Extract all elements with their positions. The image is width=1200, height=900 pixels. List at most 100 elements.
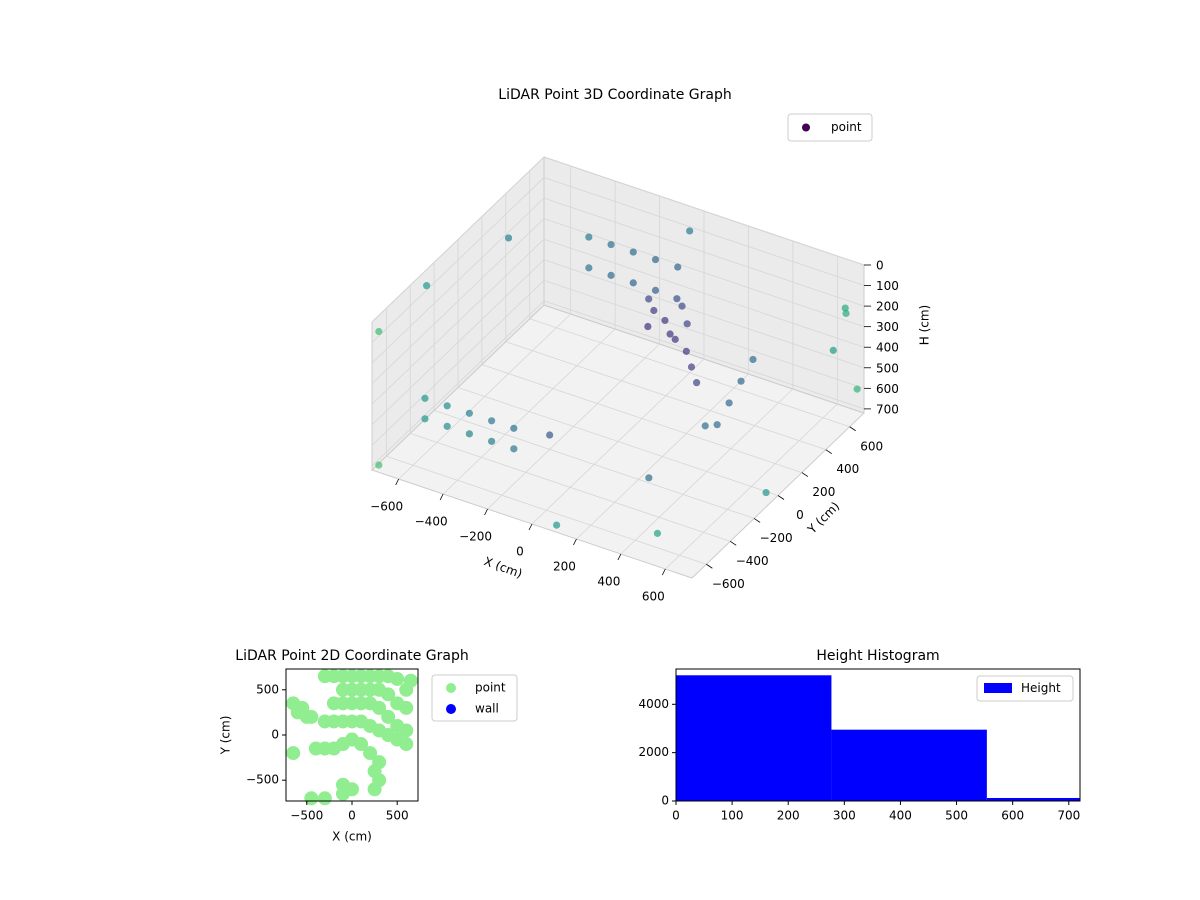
x-tick-label: −200: [459, 530, 492, 544]
grid-line: [386, 455, 707, 565]
point: [651, 255, 660, 264]
z-tick-label: 300: [876, 320, 899, 334]
y-axis-label: Y (cm): [219, 716, 233, 756]
point: [286, 746, 301, 761]
point: [372, 700, 387, 715]
x-tick-label: 500: [386, 809, 409, 823]
point: [399, 700, 414, 715]
bar: [986, 797, 1080, 801]
x-tick-label: 100: [721, 809, 744, 823]
point: [713, 421, 721, 429]
x-tick-label: 600: [1001, 809, 1024, 823]
legend-label: Height: [1021, 681, 1061, 695]
bar: [831, 729, 987, 801]
point: [304, 791, 319, 806]
point: [749, 355, 757, 364]
grid-line: [543, 259, 865, 369]
x-tick-label: 600: [642, 590, 665, 604]
point: [725, 399, 733, 407]
z-tick-label: 200: [876, 300, 899, 314]
x-tick-label: 0: [672, 809, 680, 823]
grid-line: [543, 177, 865, 286]
grid-line: [371, 238, 545, 405]
point: [317, 791, 332, 806]
y-tick-label: 400: [836, 462, 859, 476]
y-tick-label: 200: [812, 485, 835, 499]
grid-line: [543, 238, 865, 348]
point: [829, 346, 837, 354]
point: [682, 347, 690, 355]
grid-line: [543, 279, 865, 389]
point: [737, 377, 745, 385]
grid-line: [543, 300, 865, 410]
point: [375, 461, 383, 469]
y-tick-label: 2000: [638, 745, 669, 759]
y-axis-label: Y (cm): [804, 499, 842, 537]
legend-marker: [446, 683, 456, 693]
point: [381, 709, 396, 724]
chart-title: Height Histogram: [816, 648, 939, 664]
point: [645, 474, 653, 482]
grid-line: [371, 156, 545, 323]
chart-title: LiDAR Point 2D Coordinate Graph: [235, 648, 468, 664]
y-tick-label: 4000: [638, 697, 669, 711]
point: [443, 402, 451, 410]
point: [687, 363, 696, 371]
point: [304, 709, 319, 724]
x-tick-label: 200: [553, 560, 576, 574]
point: [423, 282, 431, 290]
x-tick-label: 0: [516, 545, 524, 559]
point: [653, 529, 662, 537]
legend-label: point: [475, 681, 506, 695]
point: [335, 777, 350, 792]
legend-label: point: [831, 120, 862, 134]
y-tick-label: 0: [796, 508, 804, 522]
bar: [676, 675, 832, 801]
x-tick-label: 300: [833, 809, 856, 823]
point: [671, 335, 679, 343]
tick-mark: [849, 426, 856, 432]
point: [842, 309, 850, 318]
point: [465, 409, 473, 417]
grid-line: [371, 259, 545, 426]
point: [553, 521, 561, 529]
point: [645, 295, 653, 303]
point: [650, 306, 658, 315]
x-tick-label: 700: [1057, 809, 1080, 823]
point: [510, 445, 518, 453]
tick-mark: [706, 563, 713, 569]
y-tick-label: −500: [246, 773, 279, 787]
point: [673, 295, 681, 303]
point: [488, 417, 496, 425]
grid-line: [505, 341, 826, 451]
point: [701, 422, 709, 430]
point: [421, 415, 429, 423]
x-tick-label: −400: [415, 515, 448, 529]
point: [629, 279, 637, 287]
x-tick-label: 400: [597, 575, 620, 589]
tick-mark: [777, 495, 785, 500]
point: [693, 379, 701, 387]
legend-marker: [446, 704, 456, 714]
y-tick-label: 600: [860, 439, 883, 453]
point: [421, 394, 429, 402]
grid-line: [371, 300, 545, 467]
x-tick-label: 500: [945, 809, 968, 823]
x-tick-label: 400: [889, 809, 912, 823]
tick-mark: [528, 523, 533, 531]
x-tick-label: 0: [348, 809, 356, 823]
legend-box: [787, 113, 873, 142]
z-tick-label: 400: [876, 341, 899, 355]
grid-line: [543, 156, 865, 266]
point: [585, 233, 593, 241]
grid-line: [433, 410, 755, 519]
point: [504, 234, 513, 242]
point: [381, 687, 396, 702]
z-tick-label: 700: [876, 402, 899, 416]
point: [686, 227, 694, 235]
grid-line: [481, 364, 803, 473]
point: [367, 782, 382, 797]
grid-line: [410, 432, 731, 542]
